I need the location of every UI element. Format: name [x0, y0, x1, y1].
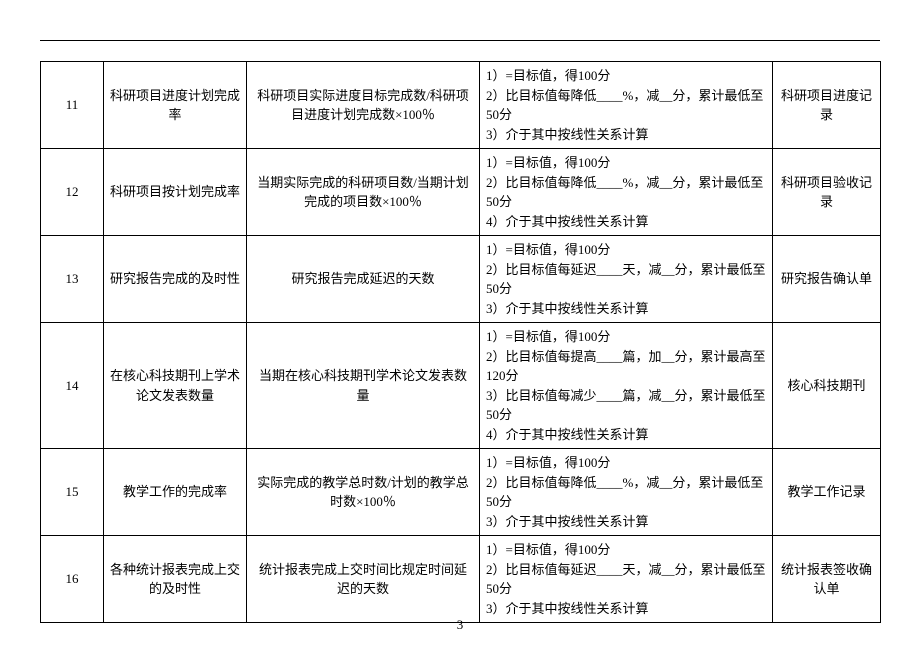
indicator-name: 各种统计报表完成上交的及时性 [104, 536, 247, 623]
criteria-line: 1）=目标值，得100分 [486, 153, 766, 173]
formula: 研究报告完成延迟的天数 [247, 236, 480, 323]
data-source: 统计报表签收确认单 [773, 536, 881, 623]
criteria-line: 1）=目标值，得100分 [486, 66, 766, 86]
evaluation-table: 11科研项目进度计划完成率科研项目实际进度目标完成数/科研项目进度计划完成数×1… [40, 61, 881, 623]
table-row: 15教学工作的完成率实际完成的教学总时数/计划的教学总时数×100％1）=目标值… [41, 449, 881, 536]
indicator-name: 在核心科技期刊上学术论文发表数量 [104, 323, 247, 449]
criteria-line: 3）介于其中按线性关系计算 [486, 299, 766, 319]
criteria-line: 3）比目标值每减少____篇，减__分，累计最低至50分 [486, 386, 766, 425]
table-row: 11科研项目进度计划完成率科研项目实际进度目标完成数/科研项目进度计划完成数×1… [41, 62, 881, 149]
criteria-line: 2）比目标值每提高____篇，加__分，累计最高至120分 [486, 347, 766, 386]
table-row: 12科研项目按计划完成率当期实际完成的科研项目数/当期计划完成的项目数×100％… [41, 149, 881, 236]
row-number: 16 [41, 536, 104, 623]
row-number: 12 [41, 149, 104, 236]
indicator-name: 科研项目进度计划完成率 [104, 62, 247, 149]
scoring-criteria: 1）=目标值，得100分2）比目标值每降低____%，减__分，累计最低至50分… [480, 62, 773, 149]
row-number: 15 [41, 449, 104, 536]
formula: 科研项目实际进度目标完成数/科研项目进度计划完成数×100％ [247, 62, 480, 149]
criteria-line: 2）比目标值每降低____%，减__分，累计最低至50分 [486, 173, 766, 212]
formula: 统计报表完成上交时间比规定时间延迟的天数 [247, 536, 480, 623]
scoring-criteria: 1）=目标值，得100分2）比目标值每延迟____天，减__分，累计最低至50分… [480, 536, 773, 623]
data-source: 核心科技期刊 [773, 323, 881, 449]
data-source: 研究报告确认单 [773, 236, 881, 323]
criteria-line: 3）介于其中按线性关系计算 [486, 512, 766, 532]
table-row: 14在核心科技期刊上学术论文发表数量当期在核心科技期刊学术论文发表数量1）=目标… [41, 323, 881, 449]
scoring-criteria: 1）=目标值，得100分2）比目标值每降低____%，减__分，累计最低至50分… [480, 149, 773, 236]
scoring-criteria: 1）=目标值，得100分2）比目标值每降低____%，减__分，累计最低至50分… [480, 449, 773, 536]
row-number: 11 [41, 62, 104, 149]
table-row: 13研究报告完成的及时性研究报告完成延迟的天数1）=目标值，得100分2）比目标… [41, 236, 881, 323]
page-number: 3 [0, 617, 920, 633]
row-number: 13 [41, 236, 104, 323]
top-rule [40, 40, 880, 41]
page: 11科研项目进度计划完成率科研项目实际进度目标完成数/科研项目进度计划完成数×1… [0, 0, 920, 651]
formula: 当期实际完成的科研项目数/当期计划完成的项目数×100％ [247, 149, 480, 236]
criteria-line: 3）介于其中按线性关系计算 [486, 125, 766, 145]
table-row: 16各种统计报表完成上交的及时性统计报表完成上交时间比规定时间延迟的天数1）=目… [41, 536, 881, 623]
formula: 当期在核心科技期刊学术论文发表数量 [247, 323, 480, 449]
row-number: 14 [41, 323, 104, 449]
criteria-line: 2）比目标值每降低____%，减__分，累计最低至50分 [486, 473, 766, 512]
data-source: 教学工作记录 [773, 449, 881, 536]
criteria-line: 2）比目标值每延迟____天，减__分，累计最低至50分 [486, 560, 766, 599]
data-source: 科研项目验收记录 [773, 149, 881, 236]
criteria-line: 4）介于其中按线性关系计算 [486, 425, 766, 445]
criteria-line: 2）比目标值每延迟____天，减__分，累计最低至50分 [486, 260, 766, 299]
scoring-criteria: 1）=目标值，得100分2）比目标值每提高____篇，加__分，累计最高至120… [480, 323, 773, 449]
criteria-line: 1）=目标值，得100分 [486, 540, 766, 560]
criteria-line: 4）介于其中按线性关系计算 [486, 212, 766, 232]
indicator-name: 教学工作的完成率 [104, 449, 247, 536]
criteria-line: 2）比目标值每降低____%，减__分，累计最低至50分 [486, 86, 766, 125]
indicator-name: 研究报告完成的及时性 [104, 236, 247, 323]
criteria-line: 1）=目标值，得100分 [486, 327, 766, 347]
criteria-line: 1）=目标值，得100分 [486, 240, 766, 260]
criteria-line: 3）介于其中按线性关系计算 [486, 599, 766, 619]
criteria-line: 1）=目标值，得100分 [486, 453, 766, 473]
indicator-name: 科研项目按计划完成率 [104, 149, 247, 236]
data-source: 科研项目进度记录 [773, 62, 881, 149]
scoring-criteria: 1）=目标值，得100分2）比目标值每延迟____天，减__分，累计最低至50分… [480, 236, 773, 323]
formula: 实际完成的教学总时数/计划的教学总时数×100％ [247, 449, 480, 536]
table-body: 11科研项目进度计划完成率科研项目实际进度目标完成数/科研项目进度计划完成数×1… [41, 62, 881, 623]
